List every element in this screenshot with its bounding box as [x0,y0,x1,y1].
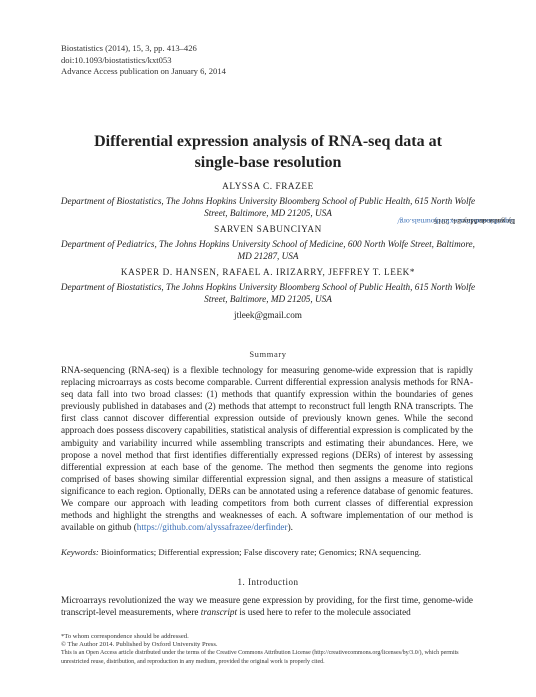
intro-text: Microarrays revolutionized the way we me… [61,595,473,618]
intro-paragraph: Microarrays revolutionized the way we me… [61,594,473,618]
keywords: Keywords: Bioinformatics; Differential e… [61,546,473,558]
journal-info: Biostatistics (2014), 15, 3, pp. 413–426… [61,43,226,78]
download-suffix: by guest on May 24, 2016 [433,217,515,226]
section-heading: 1. Introduction [237,577,299,587]
journal-access: Advance Access publication on January 6,… [61,66,226,77]
correspondence-note: *To whom correspondence should be addres… [61,633,189,640]
author-name: KASPER D. HANSEN, RAFAEL A. IRIZARRY, JE… [120,267,416,277]
abstract: RNA-sequencing (RNA-seq) is a flexible t… [61,364,473,533]
abstract-end: ). [287,522,293,533]
intro-text-end: is used here to refer to the molecule as… [237,607,411,618]
github-link[interactable]: https://github.com/alyssafrazee/derfinde… [136,522,288,533]
keywords-list: Bioinformatics; Differential expression;… [101,547,422,557]
title-line-2: single-base resolution [194,154,342,171]
abstract-text: RNA-sequencing (RNA-seq) is a flexible t… [61,365,473,533]
license-note: This is an Open Access article distribut… [61,650,459,665]
download-sidebar: Downloaded from http://biostatistics.oxf… [397,214,515,564]
footnotes: *To whom correspondence should be addres… [61,633,473,666]
author-affiliation: Department of Biostatistics, The Johns H… [60,196,476,218]
author-email[interactable]: jtleek@gmail.com [234,310,302,320]
paper-title: Differential expression analysis of RNA-… [60,131,476,173]
author-affiliation: Department of Biostatistics, The Johns H… [60,282,476,304]
author-block: ALYSSA C. FRAZEE Department of Biostatis… [58,180,478,321]
title-line-1: Differential expression analysis of RNA-… [94,133,442,150]
author-name: SARVEN SABUNCIYAN [214,224,322,234]
author-affiliation: Department of Pediatrics, The Johns Hopk… [61,239,475,261]
journal-doi: doi:10.1093/biostatistics/kxt053 [61,54,172,65]
journal-citation: Biostatistics (2014), 15, 3, pp. 413–426 [61,43,197,53]
copyright-note: © The Author 2014. Published by Oxford U… [61,641,218,649]
intro-emphasis: transcript [200,607,238,618]
keywords-label: Keywords: [61,547,99,557]
author-name: ALYSSA C. FRAZEE [222,181,314,191]
summary-heading: Summary [249,349,287,359]
